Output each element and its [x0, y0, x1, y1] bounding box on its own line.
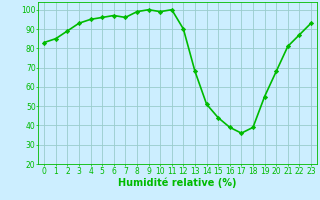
X-axis label: Humidité relative (%): Humidité relative (%)	[118, 177, 237, 188]
